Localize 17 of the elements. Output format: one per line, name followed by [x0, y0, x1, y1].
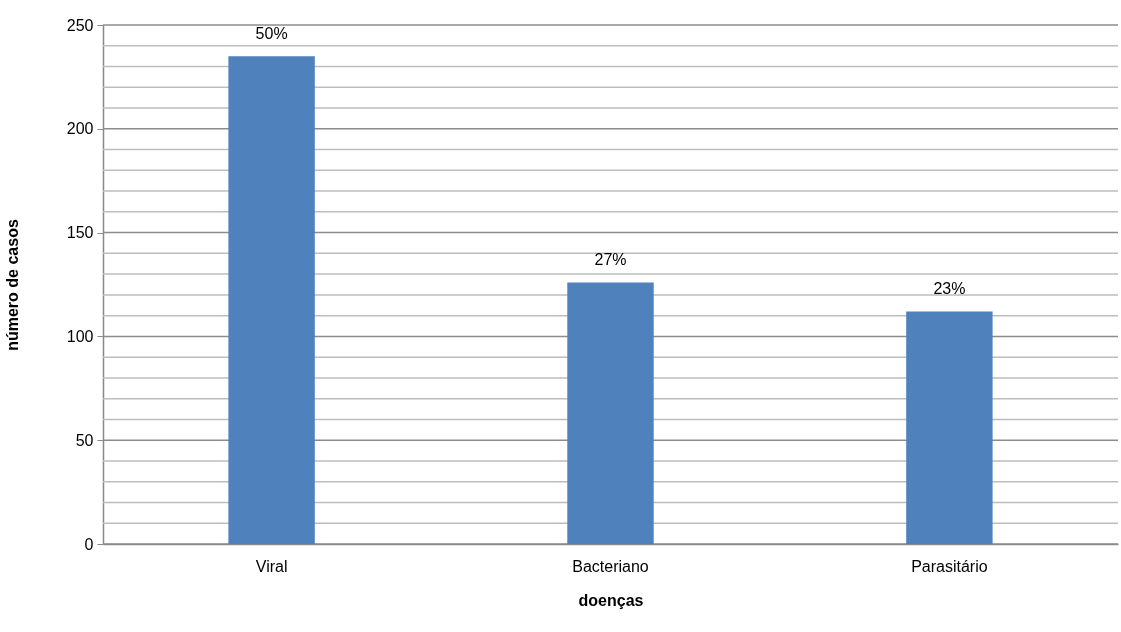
x-tick-label: Bacteriano [572, 557, 649, 575]
y-axis-title: número de casos [3, 219, 21, 351]
bar [228, 56, 315, 544]
annotation: 50% [255, 25, 288, 43]
x-tick-label: Parasitário [911, 557, 988, 575]
y-tick-label: 0 [84, 535, 94, 553]
y-tick-label: 250 [66, 16, 94, 34]
y-tick-label: 100 [66, 327, 94, 345]
y-tick-label: 200 [66, 120, 94, 138]
annotation: 23% [933, 280, 966, 298]
annotation: 27% [594, 251, 627, 269]
bar [906, 311, 993, 544]
y-tick-label: 50 [75, 431, 94, 449]
x-tick-label: Viral [255, 557, 288, 575]
y-tick-label: 150 [66, 224, 94, 242]
x-axis-title: doenças [578, 591, 644, 609]
bar [567, 282, 654, 544]
